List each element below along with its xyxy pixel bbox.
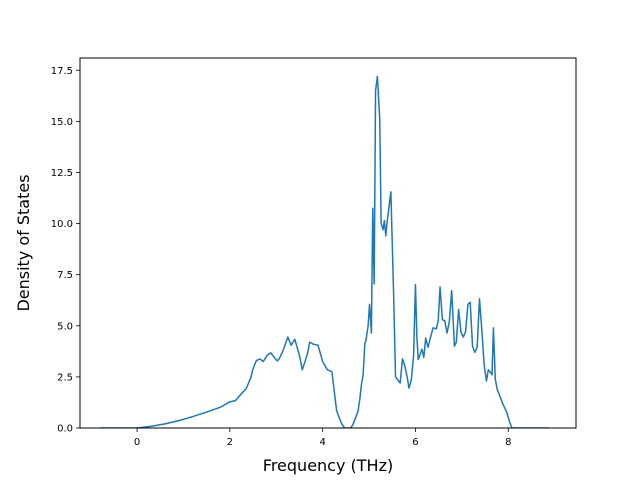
x-tick-label: 2 (227, 437, 233, 448)
y-tick-label: 17.5 (51, 66, 73, 77)
plot-frame (79, 57, 577, 429)
y-tick-label: 5.0 (57, 321, 73, 332)
series-layer (99, 75, 550, 428)
y-tick-label: 12.5 (51, 168, 73, 179)
y-axis-label: Density of States (14, 174, 33, 311)
y-tick-label: 10.0 (51, 219, 73, 230)
x-axis-label: Frequency (THz) (263, 456, 393, 475)
x-tick-label: 4 (319, 437, 325, 448)
x-tick-label: 8 (505, 437, 511, 448)
x-tick-label: 0 (134, 437, 140, 448)
y-tick-label: 7.5 (57, 270, 73, 281)
x-tick-label: 6 (412, 437, 418, 448)
ticks-layer: 0 2 4 6 8 0.0 2.5 5.0 7.5 10.0 12.5 15.0 17.5 (51, 66, 512, 448)
y-tick-label: 0.0 (57, 424, 73, 435)
y-tick-label: 2.5 (57, 372, 73, 383)
dos-series-line (99, 75, 550, 428)
y-tick-label: 15.0 (51, 117, 73, 128)
